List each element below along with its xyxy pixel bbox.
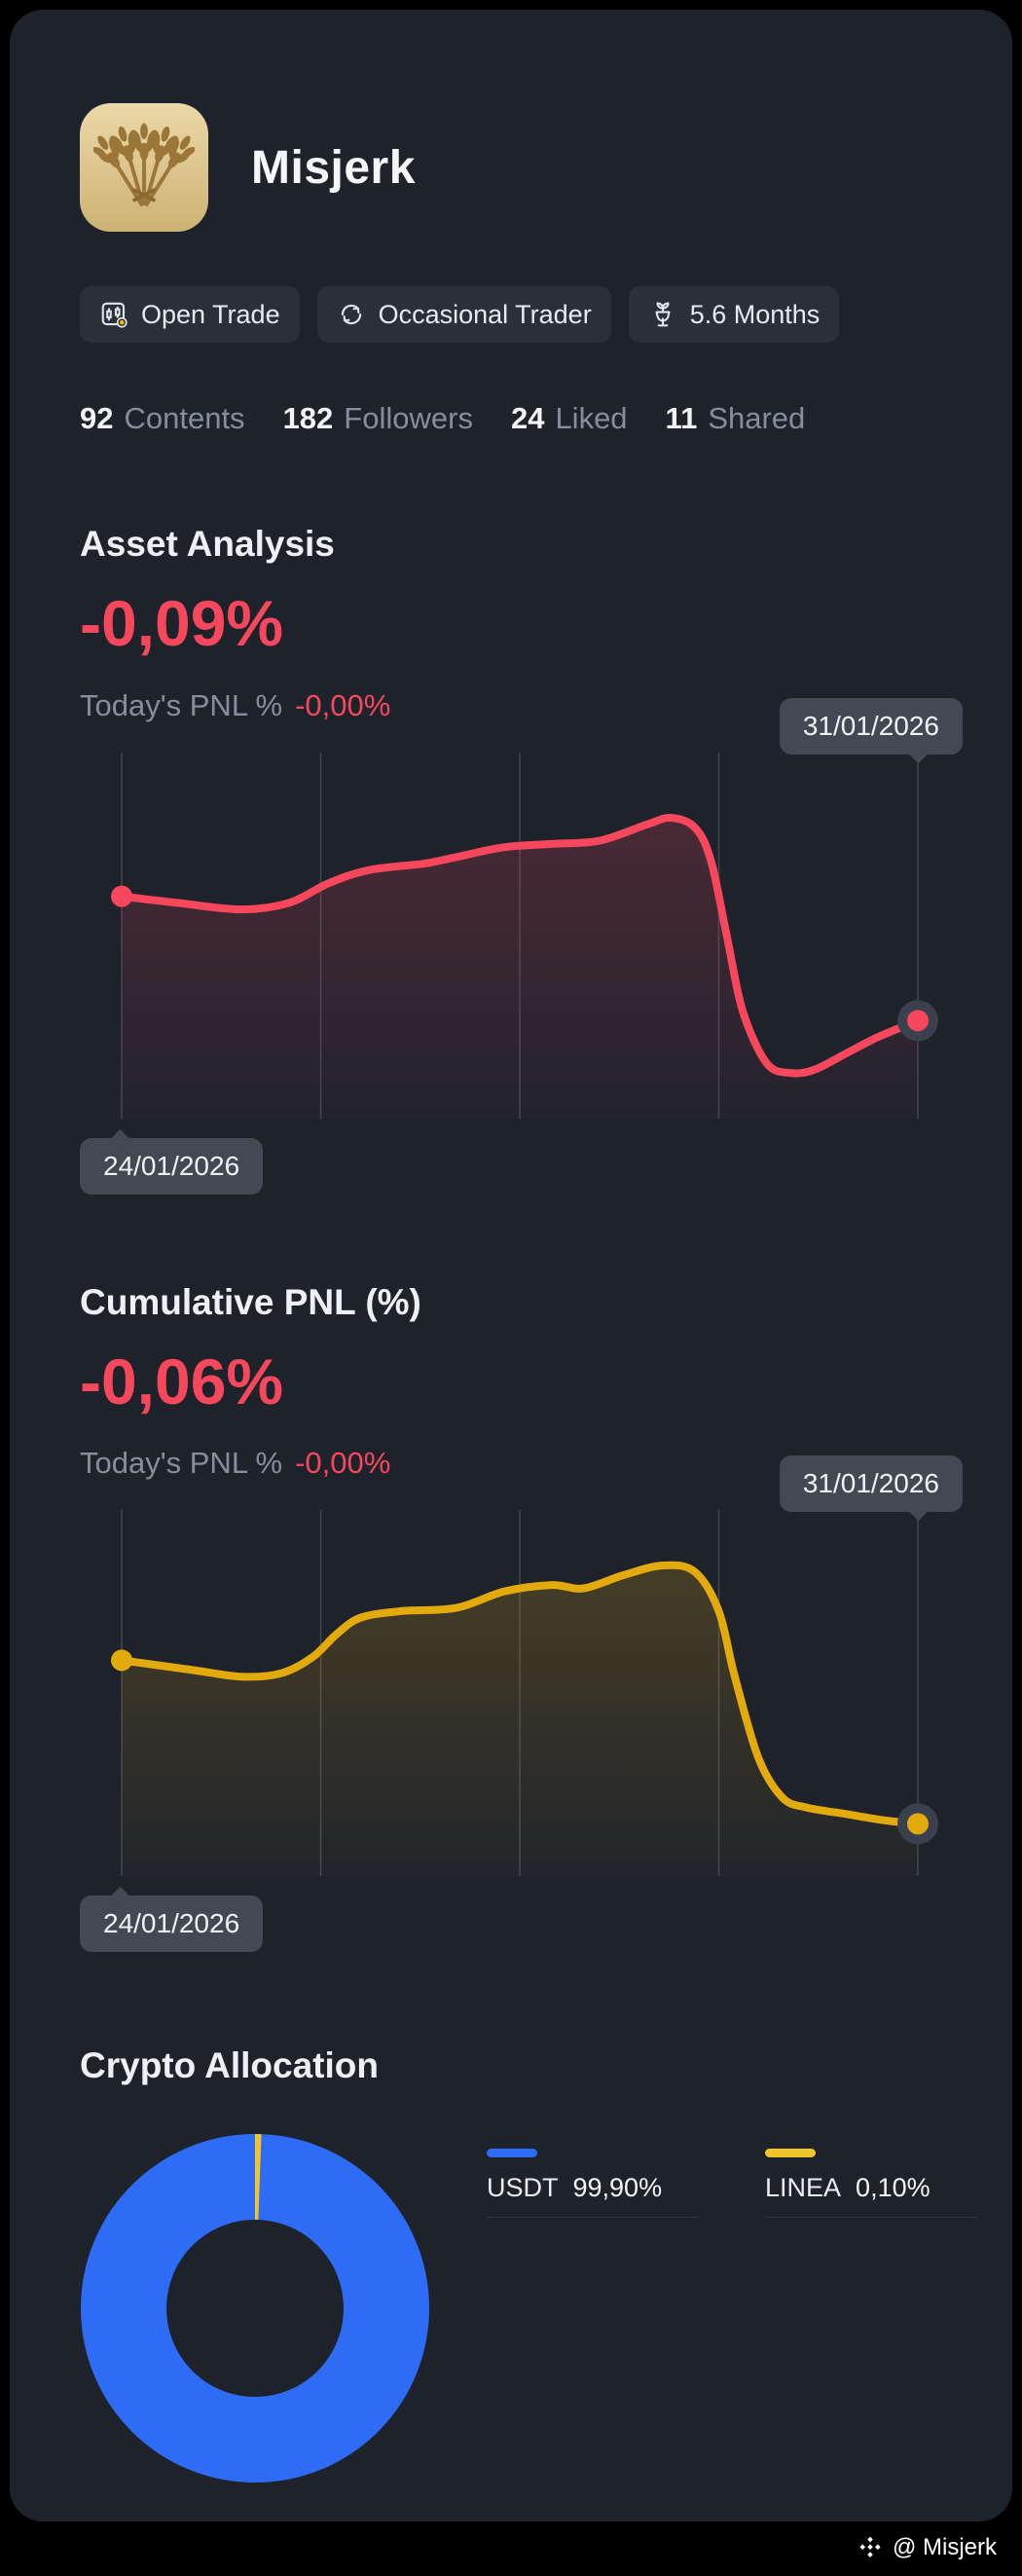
stat-label: Shared: [708, 401, 806, 435]
legend-item-usdt: USDT 99,90%: [487, 2149, 699, 2219]
stat-value: 11: [665, 401, 698, 435]
asset-analysis-section: Asset Analysis -0,09% Today's PNL % -0,0…: [80, 524, 963, 1195]
section-title: Asset Analysis: [80, 524, 335, 564]
badge-label: Open Trade: [141, 299, 280, 329]
profile-card: Misjerk Open Trade: [10, 10, 1012, 2521]
allocation-row: USDT 99,90% LINEA 0,10%: [80, 2133, 977, 2484]
profile-header: Misjerk: [80, 103, 942, 232]
start-date-label: 24/01/2026: [80, 1128, 264, 1195]
wheat-sheaf-icon: [93, 120, 195, 216]
label-pointer: [109, 1128, 131, 1150]
today-pnl-row: Today's PNL % -0,00%: [80, 688, 942, 723]
stat-label: Liked: [555, 401, 628, 435]
brand-diamond-logo-icon: [858, 2535, 883, 2560]
legend-item-linea: LINEA 0,10%: [765, 2149, 977, 2219]
allocation-legend: USDT 99,90% LINEA 0,10%: [487, 2133, 977, 2219]
pnl-main-value: -0,06%: [80, 1344, 284, 1417]
asset-chart: 31/01/2026 24/01/2026: [80, 697, 963, 1195]
seedling-cup-icon: [648, 300, 677, 329]
legend-color-usdt: [487, 2149, 537, 2158]
crypto-allocation-section: Crypto Allocation USDT 99,90%: [80, 2045, 977, 2484]
legend-name: LINEA: [765, 2173, 842, 2203]
badge-label: Occasional Trader: [378, 299, 592, 329]
today-pnl-label: Today's PNL %: [80, 687, 283, 722]
stat-label: Contents: [124, 401, 245, 435]
stat-contents: 92 Contents: [80, 401, 245, 436]
legend-value: 99,90%: [572, 2173, 663, 2203]
pnl-chart: 31/01/2026 24/01/2026: [80, 1455, 963, 1953]
stat-label: Followers: [344, 401, 473, 435]
badge-label: 5.6 Months: [689, 299, 821, 329]
badge-row: Open Trade Occasional Trader: [80, 286, 942, 343]
asset-main-value: -0,09%: [80, 587, 284, 659]
badge-open-trade[interactable]: Open Trade: [80, 286, 300, 343]
profile-name: Misjerk: [251, 141, 416, 194]
today-pnl-label: Today's PNL %: [80, 1446, 283, 1481]
start-date-label: 24/01/2026: [80, 1887, 264, 1953]
footer-handle: @ Misjerk: [892, 2534, 997, 2560]
stat-shared: 11 Shared: [666, 401, 806, 436]
pnl-line-chart[interactable]: [80, 1510, 963, 1877]
stat-liked: 24 Liked: [511, 401, 628, 436]
cumulative-pnl-section: Cumulative PNL (%) -0,06% Today's PNL % …: [80, 1281, 963, 1953]
end-date-tooltip: 31/01/2026: [779, 697, 963, 763]
trade-cycle-icon: [337, 300, 366, 329]
allocation-donut-chart: [81, 2134, 429, 2484]
today-pnl-value: -0,00%: [295, 1446, 391, 1481]
end-date-tooltip: 31/01/2026: [779, 1455, 963, 1522]
candlestick-chart-icon: [99, 300, 128, 329]
asset-line-chart[interactable]: [80, 752, 963, 1119]
stats-row: 92 Contents 182 Followers 24 Liked 11 Sh…: [80, 401, 942, 436]
legend-name: USDT: [487, 2173, 559, 2203]
badge-account-age[interactable]: 5.6 Months: [628, 286, 840, 343]
stat-value: 92: [80, 401, 114, 435]
today-pnl-value: -0,00%: [295, 687, 391, 722]
section-title: Cumulative PNL (%): [80, 1281, 421, 1322]
badge-occasional-trader[interactable]: Occasional Trader: [316, 286, 611, 343]
stat-value: 24: [510, 401, 545, 435]
label-pointer: [109, 1887, 131, 1908]
legend-color-linea: [765, 2149, 816, 2158]
legend-value: 0,10%: [856, 2173, 931, 2203]
section-title: Crypto Allocation: [80, 2045, 379, 2086]
today-pnl-row: Today's PNL % -0,00%: [80, 1446, 942, 1481]
stat-followers: 182 Followers: [283, 401, 473, 436]
avatar: [80, 103, 208, 232]
footer: @ Misjerk: [858, 2527, 997, 2568]
stat-value: 182: [282, 401, 334, 435]
